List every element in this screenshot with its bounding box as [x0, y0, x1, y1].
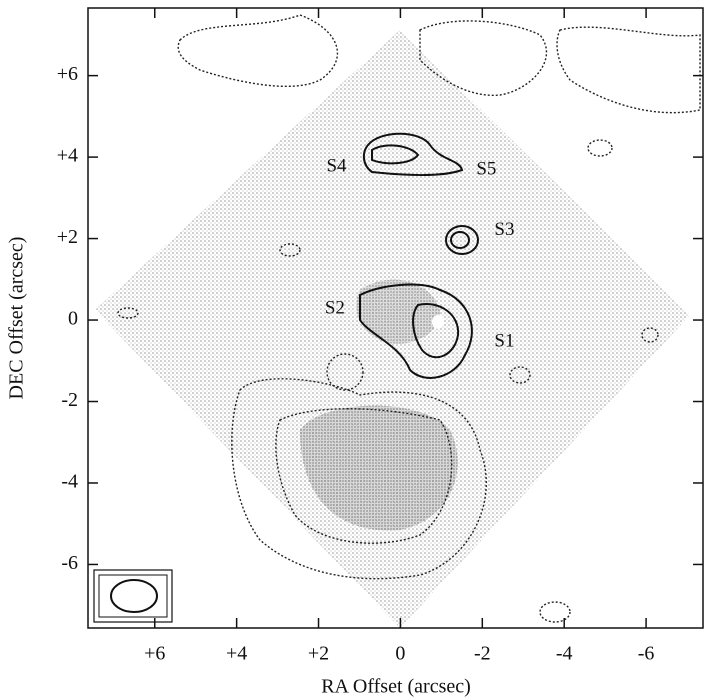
contour: [362, 132, 464, 177]
x-tick-label: 0: [395, 643, 405, 665]
contour: [509, 366, 531, 384]
contour: [419, 20, 547, 96]
image-layer: [95, 14, 701, 628]
beam-box: [93, 569, 173, 623]
y-tick-label: -2: [61, 389, 78, 411]
contour: [445, 225, 479, 255]
contour: [275, 408, 453, 544]
y-tick-label: +4: [57, 145, 78, 167]
emission-blob: [356, 279, 440, 344]
y-tick-label: +6: [57, 63, 78, 85]
plot-frame: [87, 7, 704, 629]
contour: [641, 327, 659, 343]
x-tick-label: +4: [226, 643, 247, 665]
contour: [279, 243, 301, 257]
contour: [412, 303, 460, 359]
source-label: S3: [494, 219, 514, 240]
contour: [326, 353, 364, 391]
contour: [432, 315, 444, 329]
x-tick-label: +6: [144, 643, 165, 665]
source-label: S2: [325, 297, 345, 318]
y-tick-label: +2: [57, 226, 78, 248]
x-tick-label: -2: [474, 643, 491, 665]
beam-box-inner: [98, 574, 168, 618]
contour: [177, 14, 339, 87]
y-tick-label: 0: [68, 308, 78, 330]
y-tick-label: -4: [61, 471, 78, 493]
contour: [539, 601, 571, 623]
x-axis-label: RA Offset (arcsec): [321, 676, 471, 698]
beam-ellipse: [110, 579, 158, 613]
emission-blob: [300, 405, 458, 531]
contour: [359, 283, 473, 379]
source-label: S1: [494, 330, 514, 351]
source-label: S5: [476, 158, 496, 179]
x-tick-label: -4: [556, 643, 573, 665]
source-label: S4: [326, 156, 347, 177]
contour: [556, 26, 701, 114]
contour: [117, 307, 139, 319]
contour: [587, 139, 613, 157]
y-axis-label: DEC Offset (arcsec): [6, 237, 28, 400]
x-tick-label: -6: [638, 643, 655, 665]
x-tick-label: +2: [308, 643, 329, 665]
y-tick-label: -6: [61, 552, 78, 574]
contour: [231, 378, 487, 580]
contour: [450, 231, 470, 249]
contour: [371, 144, 420, 165]
